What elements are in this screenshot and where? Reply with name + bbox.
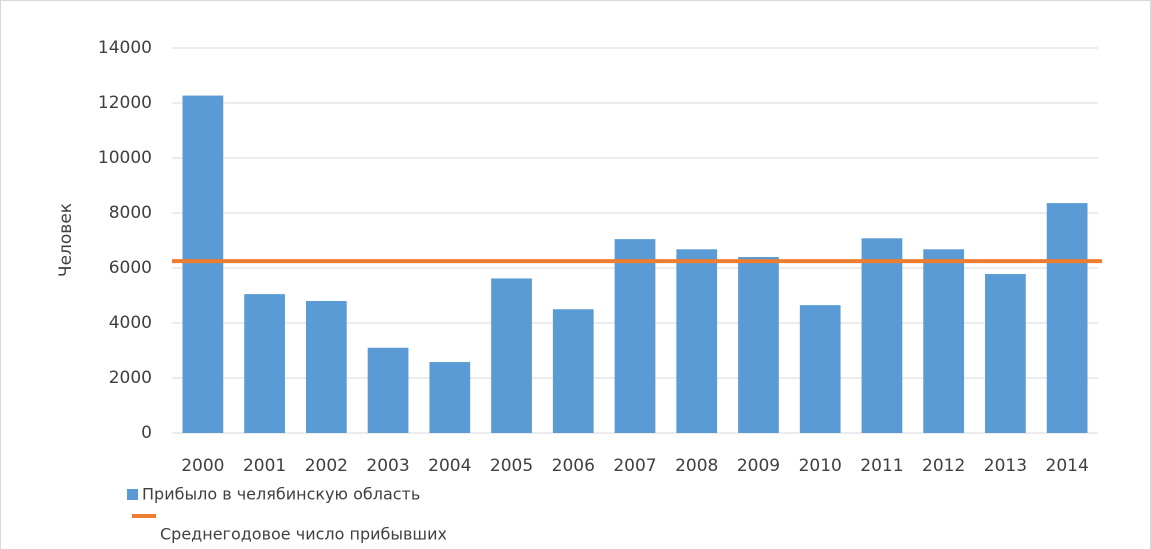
y-tick-label: 4000 — [109, 313, 152, 333]
bar — [305, 301, 347, 433]
x-tick-label: 2001 — [243, 456, 286, 476]
legend-label: Среднегодовое число прибывших — [160, 525, 447, 544]
x-tick-label: 2011 — [860, 456, 903, 476]
bar — [985, 274, 1026, 433]
bar — [182, 95, 224, 433]
x-tick-label: 2007 — [613, 456, 656, 476]
x-tick-label: 2010 — [799, 456, 842, 476]
y-axis-label: Человек — [56, 203, 76, 277]
x-tick-label: 2000 — [181, 456, 224, 476]
bar — [367, 347, 409, 433]
x-tick-label: 2009 — [737, 456, 780, 476]
bar — [552, 309, 594, 433]
bar — [1046, 203, 1088, 433]
legend-swatch — [127, 489, 138, 500]
x-tick-label: 2002 — [305, 456, 348, 476]
x-tick-label: 2013 — [984, 456, 1027, 476]
bar — [799, 305, 841, 433]
y-tick-label: 6000 — [109, 258, 152, 278]
bar — [429, 362, 471, 433]
bar — [614, 239, 656, 433]
x-tick-label: 2006 — [552, 456, 595, 476]
y-tick-label: 12000 — [98, 93, 152, 113]
bar — [244, 294, 285, 433]
bar — [738, 257, 779, 433]
x-tick-label: 2005 — [490, 456, 533, 476]
bar — [923, 249, 965, 433]
bar — [491, 278, 532, 433]
bar — [861, 238, 903, 433]
y-tick-label: 2000 — [109, 368, 152, 388]
x-tick-label: 2014 — [1046, 456, 1089, 476]
y-tick-label: 14000 — [98, 38, 152, 58]
y-tick-label: 8000 — [109, 203, 152, 223]
legend-label: Прибыло в челябинскую область — [142, 485, 420, 504]
x-tick-label: 2003 — [366, 456, 409, 476]
x-tick-label: 2008 — [675, 456, 718, 476]
y-tick-label: 0 — [141, 423, 152, 443]
x-tick-label: 2004 — [428, 456, 471, 476]
x-tick-label: 2012 — [922, 456, 965, 476]
bar — [676, 249, 718, 433]
y-tick-label: 10000 — [98, 148, 152, 168]
